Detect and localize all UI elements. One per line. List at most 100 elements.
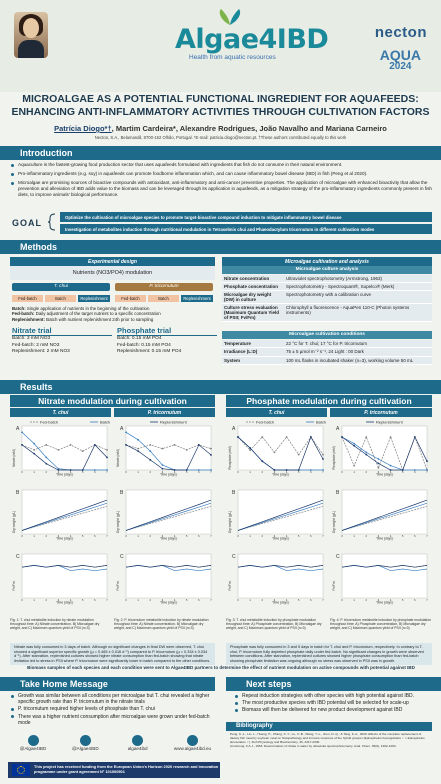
x-tick-label: 7 bbox=[322, 598, 324, 602]
twitter-icon bbox=[27, 735, 39, 746]
data-point bbox=[69, 443, 72, 446]
data-point bbox=[413, 469, 416, 471]
methods-heading: Methods bbox=[0, 240, 441, 254]
x-tick-label: 2 bbox=[366, 470, 368, 474]
data-point bbox=[33, 448, 36, 451]
data-point bbox=[93, 469, 96, 471]
panel-label: B bbox=[120, 490, 124, 496]
nitrate-trial-box: Nitrate trial Batch: 3 mM NO3 Fed-batch:… bbox=[12, 326, 112, 356]
x-tick-label: 4 bbox=[286, 470, 288, 474]
conditions-subheader: Microalgae cultivation conditions bbox=[222, 331, 432, 339]
series-line bbox=[237, 565, 324, 568]
data-point bbox=[285, 469, 288, 471]
cultivation-analysis-header: Microalgae cultivation and analysis bbox=[222, 257, 432, 266]
data-point bbox=[377, 462, 380, 465]
data-point bbox=[45, 456, 48, 459]
chart-species-tchui-n: T. chui bbox=[10, 408, 111, 417]
panel-label: C bbox=[336, 554, 340, 560]
x-tick-label: 1 bbox=[33, 598, 35, 602]
data-point bbox=[149, 443, 152, 446]
x-tick-label: 4 bbox=[390, 470, 392, 474]
x-tick-label: 6 bbox=[310, 470, 312, 474]
nitrate-trial-title: Nitrate trial bbox=[12, 326, 112, 336]
x-tick-label: 3 bbox=[58, 534, 60, 538]
y-axis-label: Dry weight (g/L) bbox=[228, 511, 232, 534]
culture-analysis-subheader: Microalgae culture analysis bbox=[222, 266, 432, 274]
series-line bbox=[21, 505, 108, 531]
data-point bbox=[81, 450, 84, 453]
mode-definitions: Batch: Single application of nutrients i… bbox=[12, 306, 161, 322]
data-point bbox=[322, 458, 324, 460]
leaf-icon bbox=[219, 9, 241, 25]
y-axis-label: Fv/Fm bbox=[228, 581, 232, 590]
x-tick-label: 4 bbox=[286, 534, 288, 538]
x-tick-label: 7 bbox=[322, 534, 324, 538]
x-tick-label: 6 bbox=[94, 598, 96, 602]
x-tick-label: 6 bbox=[198, 598, 200, 602]
x-axis-label: Time (days) bbox=[160, 473, 177, 477]
y-axis-label: Nitrate (mM) bbox=[116, 449, 120, 467]
takehome-heading: Take Home Message bbox=[0, 677, 215, 691]
data-point bbox=[273, 469, 276, 471]
intro-bullets: Aquaculture is the fastest-growing food … bbox=[10, 162, 434, 198]
x-tick-label: 5 bbox=[402, 534, 404, 538]
x-tick-label: 7 bbox=[106, 598, 108, 602]
caption-fig4: Fig. 4: P. tricornutum metabolite induct… bbox=[330, 618, 431, 631]
x-tick-label: 6 bbox=[414, 534, 416, 538]
data-point bbox=[106, 456, 108, 459]
x-tick-label: 1 bbox=[249, 598, 251, 602]
x-tick-label: 5 bbox=[186, 534, 188, 538]
x-tick-label: 7 bbox=[426, 534, 428, 538]
plot-area bbox=[341, 553, 428, 599]
plot-area bbox=[125, 553, 212, 599]
x-tick-label: 0 bbox=[125, 534, 127, 538]
data-point bbox=[389, 464, 392, 467]
aqua-text: AQUA bbox=[379, 47, 421, 63]
x-axis-label: Time (days) bbox=[272, 601, 289, 605]
social-linkedin[interactable]: algae4ibd bbox=[113, 735, 163, 751]
social-bar: @Algae4IBD @Algae4IBD algae4ibd www.alga… bbox=[8, 735, 220, 751]
data-point bbox=[185, 448, 188, 451]
x-tick-label: 1 bbox=[353, 534, 355, 538]
series-line bbox=[237, 436, 324, 456]
x-tick-label: 4 bbox=[174, 598, 176, 602]
chart-species-tchui-p: T. chui bbox=[226, 408, 327, 417]
data-point bbox=[173, 443, 176, 446]
social-instagram[interactable]: @Algae4IBD bbox=[60, 735, 110, 751]
social-website[interactable]: www.algae4ibd.eu bbox=[165, 735, 220, 751]
x-tick-label: 2 bbox=[262, 598, 264, 602]
series-line bbox=[341, 436, 427, 471]
series-line bbox=[341, 505, 428, 531]
y-axis-label: Phosphate (mM) bbox=[332, 446, 336, 470]
x-axis-label: Time (days) bbox=[160, 537, 177, 541]
x-tick-label: 3 bbox=[274, 470, 276, 474]
series-line bbox=[237, 436, 324, 471]
legend-entry: Replenishment bbox=[160, 420, 188, 425]
data-point bbox=[285, 436, 288, 438]
x-tick-label: 6 bbox=[414, 598, 416, 602]
x-tick-label: 0 bbox=[237, 470, 239, 474]
panel-label: C bbox=[16, 554, 20, 560]
data-point bbox=[33, 452, 36, 455]
intro-bullet: Aquaculture is the fastest-growing food … bbox=[10, 162, 434, 168]
legend-entry: Fed-batch bbox=[40, 420, 58, 425]
x-tick-label: 3 bbox=[274, 534, 276, 538]
x-tick-label: 0 bbox=[341, 598, 343, 602]
social-label: www.algae4ibd.eu bbox=[173, 746, 212, 751]
panel-label: C bbox=[232, 554, 236, 560]
data-point bbox=[297, 469, 300, 471]
phosphate-trial-row: Replenishment: 0.15 mM PO4 bbox=[117, 349, 182, 354]
species-tchui: T. chui bbox=[12, 283, 110, 291]
x-tick-label: 1 bbox=[353, 598, 355, 602]
x-tick-label: 0 bbox=[21, 598, 23, 602]
y-axis-label: Phosphate (mM) bbox=[228, 446, 232, 470]
data-point bbox=[137, 438, 140, 441]
eu-flag-icon bbox=[12, 764, 30, 776]
data-point bbox=[45, 462, 48, 465]
goal-bracket-icon bbox=[47, 213, 56, 231]
social-twitter[interactable]: @Algae4IBD bbox=[8, 735, 58, 751]
y-axis-label: Dry weight (g/L) bbox=[12, 511, 16, 534]
nitrate-results-heading: Nitrate modulation during cultivation bbox=[10, 395, 215, 407]
x-tick-label: 4 bbox=[286, 598, 288, 602]
x-tick-label: 0 bbox=[341, 470, 343, 474]
